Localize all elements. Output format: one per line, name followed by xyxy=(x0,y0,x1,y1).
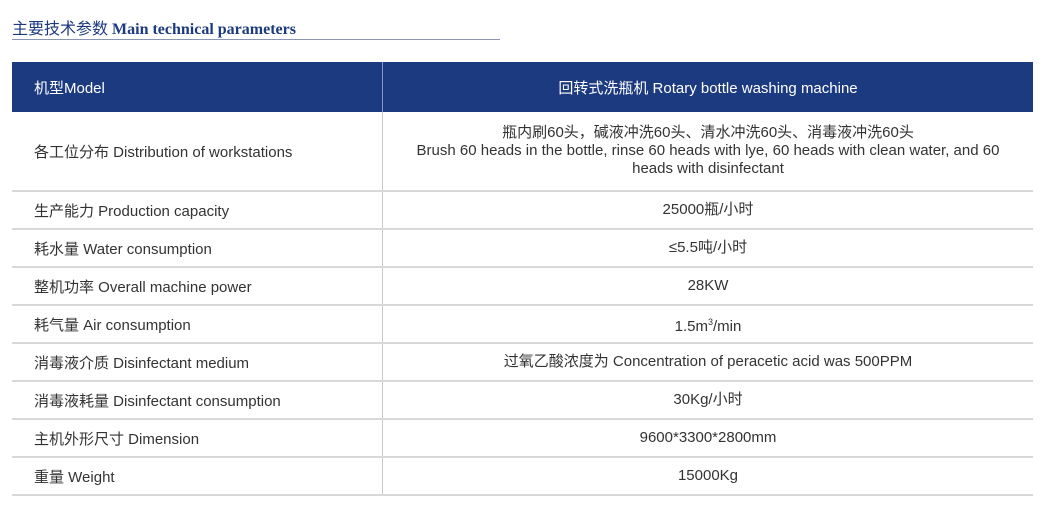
row-label: 整机功率 Overall machine power xyxy=(12,267,383,306)
table-row: 主机外形尺寸 Dimension 9600*3300*2800mm xyxy=(12,419,1033,458)
table-row: 消毒液耗量 Disinfectant consumption 30Kg/小时 xyxy=(12,381,1033,420)
title-en: Main technical parameters xyxy=(112,21,296,38)
row-label: 主机外形尺寸 Dimension xyxy=(12,419,383,458)
row-value: 瓶内刷60头，碱液冲洗60头、清水冲洗60头、消毒液冲洗60头 Brush 60 … xyxy=(382,112,1033,192)
row-label: 各工位分布 Distribution of workstations xyxy=(12,112,383,192)
table-row: 耗水量 Water consumption ≤5.5吨/小时 xyxy=(12,229,1033,268)
row-value: 1.5m3/min xyxy=(382,305,1033,344)
row-label: 重量 Weight xyxy=(12,457,383,496)
table-row: 耗气量 Air consumption 1.5m3/min xyxy=(12,305,1033,344)
parameters-table: 机型Model 回转式洗瓶机 Rotary bottle washing mac… xyxy=(12,62,1033,496)
table-row: 重量 Weight 15000Kg xyxy=(12,457,1033,496)
row-value-en: Brush 60 heads in the bottle, rinse 60 h… xyxy=(416,142,1000,177)
table-row: 生产能力 Production capacity 25000瓶/小时 xyxy=(12,191,1033,230)
row-value: 30Kg/小时 xyxy=(382,381,1033,420)
row-value-zh: 瓶内刷60头，碱液冲洗60头、清水冲洗60头、消毒液冲洗60头 xyxy=(502,124,914,141)
value-suffix: /min xyxy=(713,317,742,335)
row-label: 耗水量 Water consumption xyxy=(12,229,383,268)
row-value: 过氧乙酸浓度为 Concentration of peracetic acid … xyxy=(382,343,1033,382)
table-row: 整机功率 Overall machine power 28KW xyxy=(12,267,1033,306)
row-label: 消毒液介质 Disinfectant medium xyxy=(12,343,383,382)
title-divider xyxy=(12,39,500,40)
table-row: 消毒液介质 Disinfectant medium 过氧乙酸浓度为 Concent… xyxy=(12,343,1033,382)
row-value: 25000瓶/小时 xyxy=(382,191,1033,230)
table-row: 各工位分布 Distribution of workstations 瓶内刷60… xyxy=(12,112,1033,192)
row-label: 消毒液耗量 Disinfectant consumption xyxy=(12,381,383,420)
row-label: 生产能力 Production capacity xyxy=(12,191,383,230)
table-header: 机型Model 回转式洗瓶机 Rotary bottle washing mac… xyxy=(12,62,1033,112)
value-sup: 3 xyxy=(708,316,714,327)
row-value: 28KW xyxy=(382,267,1033,306)
header-value: 回转式洗瓶机 Rotary bottle washing machine xyxy=(382,62,1033,112)
row-value: 15000Kg xyxy=(382,457,1033,496)
row-value: ≤5.5吨/小时 xyxy=(382,229,1033,268)
value-main: 1.5m xyxy=(674,317,708,335)
header-label: 机型Model xyxy=(12,62,383,112)
section-title: 主要技术参数 Main technical parameters xyxy=(12,15,296,39)
row-value: 9600*3300*2800mm xyxy=(382,419,1033,458)
row-label: 耗气量 Air consumption xyxy=(12,305,383,344)
title-zh: 主要技术参数 xyxy=(12,21,109,38)
